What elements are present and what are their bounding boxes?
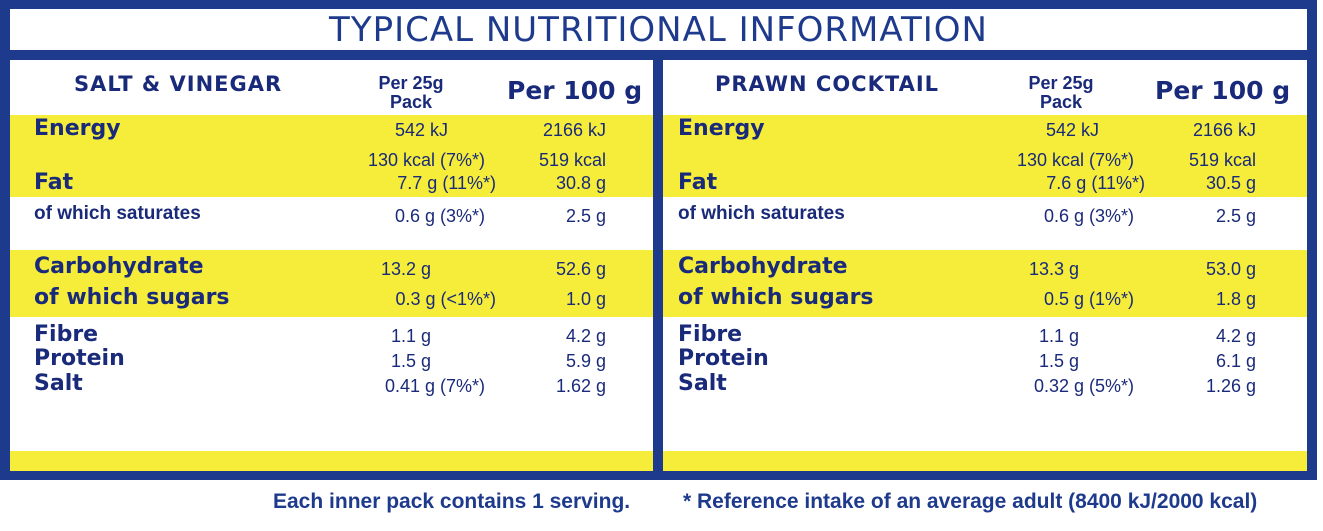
carbohydrate-25g: 13.2 g (380, 259, 431, 279)
protein-100g: 6.1 g (1215, 351, 1256, 371)
per-25g-line1: Per 25g (378, 73, 444, 93)
energy-label: Energy (678, 116, 765, 141)
per-25g-header: Per 25g Pack (1006, 74, 1116, 112)
carbohydrate-label: Carbohydrate (34, 254, 204, 279)
fat-label: Fat (34, 170, 74, 195)
fat-label: Fat (678, 170, 718, 195)
fibre-label: Fibre (678, 322, 743, 347)
fat-100g: 30.8 g (555, 173, 606, 193)
carbohydrate-100g: 53.0 g (1205, 259, 1256, 279)
per-100g-header: Per 100 g (1155, 76, 1291, 105)
energy-label: Energy (34, 116, 121, 141)
per-25g-header: Per 25g Pack (356, 74, 466, 112)
fat-25g: 7.7 g (11%*) (397, 173, 496, 193)
highlight-band (10, 250, 653, 317)
sugars-100g: 1.0 g (565, 289, 606, 309)
title-box: TYPICAL NUTRITIONAL INFORMATION (10, 9, 1307, 50)
salt-100g: 1.62 g (555, 376, 606, 396)
highlight-band (10, 115, 653, 197)
energy-kj-100g: 2166 kJ (542, 120, 606, 140)
table-title: TYPICAL NUTRITIONAL INFORMATION (329, 9, 988, 50)
fibre-100g: 4.2 g (1215, 326, 1256, 346)
per-25g-line1: Per 25g (1028, 73, 1094, 93)
panel-salt-vinegar: SALT & VINEGAR Per 25g Pack Per 100 g En… (10, 60, 653, 471)
protein-label: Protein (34, 346, 125, 371)
fat-100g: 30.5 g (1205, 173, 1256, 193)
saturates-label: of which saturates (34, 203, 201, 224)
saturates-25g: 0.6 g (3%*) (394, 206, 485, 226)
sugars-100g: 1.8 g (1215, 289, 1256, 309)
sugars-label: of which sugars (34, 285, 230, 310)
per-100g-header: Per 100 g (507, 76, 643, 105)
protein-25g: 1.5 g (1038, 351, 1079, 371)
protein-label: Protein (678, 346, 769, 371)
salt-100g: 1.26 g (1205, 376, 1256, 396)
saturates-label: of which saturates (678, 203, 845, 224)
sugars-25g: 0.3 g (<1%*) (395, 289, 496, 309)
energy-kcal-100g: 519 kcal (538, 150, 606, 170)
per-25g-line2: Pack (389, 92, 433, 112)
highlight-band (663, 451, 1307, 471)
highlight-band (10, 451, 653, 471)
salt-label: Salt (34, 371, 83, 396)
flavour-name: SALT & VINEGAR (74, 72, 283, 96)
sugars-25g: 0.5 g (1%*) (1043, 289, 1134, 309)
energy-kj-25g: 542 kJ (1045, 120, 1099, 140)
serving-note: Each inner pack contains 1 serving. (273, 490, 631, 513)
protein-25g: 1.5 g (390, 351, 431, 371)
per-25g-line2: Pack (1039, 92, 1083, 112)
fibre-100g: 4.2 g (565, 326, 606, 346)
fibre-label: Fibre (34, 322, 99, 347)
fat-25g: 7.6 g (11%*) (1046, 173, 1145, 193)
carbohydrate-25g: 13.3 g (1028, 259, 1079, 279)
energy-kcal-100g: 519 kcal (1188, 150, 1256, 170)
energy-kcal-25g: 130 kcal (7%*) (367, 150, 485, 170)
energy-kj-100g: 2166 kJ (1192, 120, 1256, 140)
nutrition-table-frame: TYPICAL NUTRITIONAL INFORMATION SALT & V… (0, 0, 1317, 480)
salt-25g: 0.41 g (7%*) (384, 376, 485, 396)
carbohydrate-label: Carbohydrate (678, 254, 848, 279)
panel-prawn-cocktail: PRAWN COCKTAIL Per 25g Pack Per 100 g En… (663, 60, 1307, 471)
saturates-100g: 2.5 g (1215, 206, 1256, 226)
highlight-band (663, 250, 1307, 317)
sugars-label: of which sugars (678, 285, 874, 310)
highlight-band (663, 115, 1307, 197)
fibre-25g: 1.1 g (390, 326, 431, 346)
protein-100g: 5.9 g (565, 351, 606, 371)
flavour-name: PRAWN COCKTAIL (715, 72, 940, 96)
saturates-25g: 0.6 g (3%*) (1043, 206, 1134, 226)
salt-label: Salt (678, 371, 727, 396)
salt-25g: 0.32 g (5%*) (1033, 376, 1134, 396)
carbohydrate-100g: 52.6 g (555, 259, 606, 279)
reference-intake-note: * Reference intake of an average adult (… (683, 490, 1258, 513)
energy-kj-25g: 542 kJ (394, 120, 448, 140)
energy-kcal-25g: 130 kcal (7%*) (1016, 150, 1134, 170)
saturates-100g: 2.5 g (565, 206, 606, 226)
fibre-25g: 1.1 g (1038, 326, 1079, 346)
